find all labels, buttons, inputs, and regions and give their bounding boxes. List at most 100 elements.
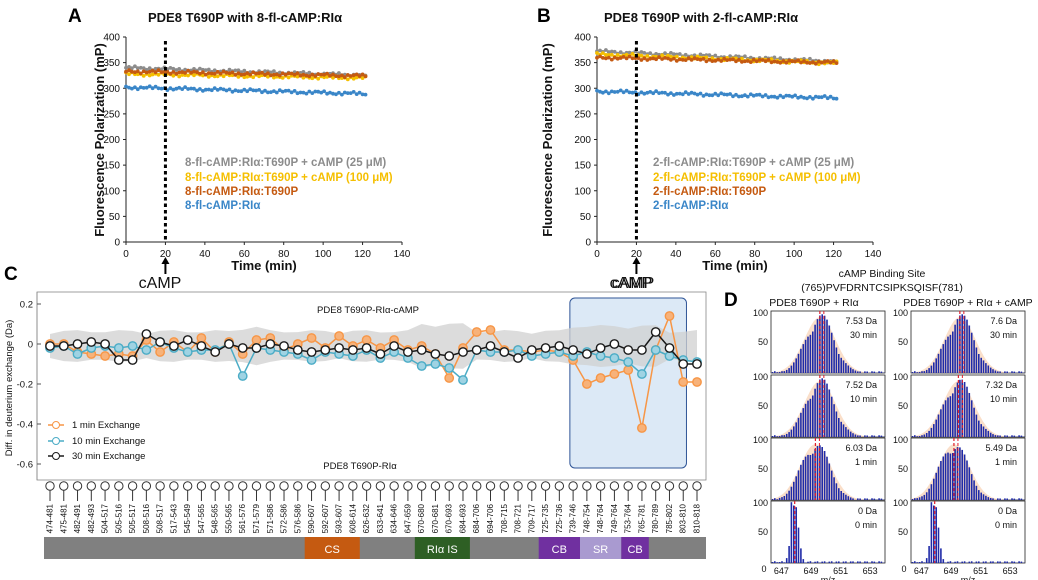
chart-a-ytick-label: 250 xyxy=(103,109,120,120)
peptide-pin-head xyxy=(375,481,386,491)
chart-b-point xyxy=(772,94,777,99)
chart-a-series-3 xyxy=(124,68,368,80)
chart-a-point xyxy=(174,71,179,76)
chart-c-ytick-label: 0 xyxy=(28,340,33,351)
peptide-label: 753-764 xyxy=(624,503,633,533)
chart-a-point xyxy=(183,67,188,72)
chart-a-ytick-label: 0 xyxy=(114,238,120,249)
peptide-pin-head xyxy=(196,481,207,491)
spectra-site-sequence: (765)PVFDRNTCSIPKSQISF(781) xyxy=(801,282,963,294)
chart-c-point xyxy=(444,363,455,373)
chart-b-point xyxy=(612,49,617,54)
legend-c-label-2: 10 min Exchange xyxy=(72,436,145,447)
chart-b-point xyxy=(692,56,697,60)
chart-b-point xyxy=(604,56,608,61)
chart-b-point xyxy=(816,62,821,67)
chart-a-xtick-label: 100 xyxy=(315,249,332,260)
chart-a-point xyxy=(144,70,149,75)
chart-c-bottom-label: PDE8 T690P-RIα xyxy=(323,461,397,472)
fp-chart-a: PDE8 T690P with 8-fl-cAMP:RIα Time (min)… xyxy=(92,10,411,292)
peptide-label: 505-516 xyxy=(114,503,123,533)
peptide-label: 482-493 xyxy=(87,503,96,533)
chart-b-ylabel: Fluorescence Polarization (mP) xyxy=(540,43,555,237)
spectrum-ytick-label: 50 xyxy=(898,337,908,347)
peptide-pin-head xyxy=(114,481,124,491)
isotope-envelope xyxy=(911,317,1025,373)
chart-b-point xyxy=(734,56,738,61)
chart-a-point xyxy=(215,88,220,92)
chart-a-point xyxy=(340,76,344,80)
chart-c-point xyxy=(237,343,248,353)
chart-b-point xyxy=(604,89,608,94)
chart-a-point xyxy=(212,68,217,73)
chart-a-point xyxy=(322,89,326,94)
chart-b-title: PDE8 T690P with 2-fl-cAMP:RIα xyxy=(604,10,798,25)
peptide-label: 505-517 xyxy=(128,503,137,533)
chart-b-point xyxy=(784,60,789,65)
chart-c-point xyxy=(650,345,661,355)
chart-b-point xyxy=(805,60,809,65)
chart-a-ytick-label: 50 xyxy=(109,212,121,223)
peptide-label: 626-632 xyxy=(362,503,371,533)
chart-b-xtick-label: 120 xyxy=(825,249,842,260)
spectrum-ytick-label: 50 xyxy=(898,527,908,537)
chart-a-point xyxy=(269,90,273,94)
chart-a-point xyxy=(209,71,214,76)
chart-a-point xyxy=(174,86,179,91)
peptide-label: 803-810 xyxy=(679,503,688,533)
spectrum-xtick-label: 649 xyxy=(943,566,958,576)
chart-b-point xyxy=(618,88,623,93)
chart-a-point xyxy=(242,72,247,77)
chart-b-point xyxy=(680,58,685,62)
chart-b-point xyxy=(612,55,617,60)
isotope-peaks xyxy=(911,314,1025,373)
chart-a-point xyxy=(301,72,306,77)
spectrum-ytick-label: 100 xyxy=(753,498,768,508)
chart-a-point xyxy=(147,66,152,71)
legend-c-marker-1 xyxy=(52,421,60,429)
chart-b-point xyxy=(651,56,656,61)
chart-b-point xyxy=(799,60,803,65)
chart-a-point xyxy=(189,70,194,75)
chart-b-point xyxy=(787,93,792,98)
chart-b-point xyxy=(642,56,647,61)
chart-b-point xyxy=(660,57,664,61)
chart-a-point xyxy=(159,67,164,72)
chart-b-point xyxy=(657,55,661,59)
chart-c-point xyxy=(127,355,138,365)
chart-c-point xyxy=(141,329,152,339)
peptide-label: 561-576 xyxy=(238,503,247,533)
chart-c-point xyxy=(692,377,702,387)
chart-c-point xyxy=(595,351,606,361)
chart-c-point xyxy=(664,311,675,321)
peptide-pin-head xyxy=(100,481,110,491)
spectrum-ytick-label: 50 xyxy=(898,401,908,411)
peptide-pin-head xyxy=(637,481,647,491)
chart-a-point xyxy=(269,70,273,75)
peptide-label: 670-680 xyxy=(417,503,426,533)
chart-b-point xyxy=(695,92,700,97)
peptide-pin-head xyxy=(595,481,606,491)
domain-1 xyxy=(304,537,360,559)
peptide-pin-head xyxy=(389,481,399,491)
spectrum-column-title-2: PDE8 T690P + RIα + cAMP xyxy=(903,297,1032,309)
chart-c-ylabel: Diff. in deuterium exchange (Da) xyxy=(4,320,15,457)
chart-a-point xyxy=(283,72,288,77)
chart-c-point xyxy=(444,373,455,383)
peptide-pin-head xyxy=(664,481,675,491)
chart-b-point xyxy=(793,59,797,64)
chart-b-point xyxy=(737,57,741,62)
chart-a-point xyxy=(307,70,312,75)
peptide-pin-head xyxy=(499,481,509,491)
chart-b-point xyxy=(663,56,667,60)
chart-c-point xyxy=(292,345,303,355)
domain-label-2: RIα IS xyxy=(427,544,458,556)
chart-a-point xyxy=(135,87,140,92)
peptide-pin-head xyxy=(306,481,317,491)
chart-a-point xyxy=(180,87,185,91)
chart-b-point xyxy=(808,56,812,61)
chart-b-point xyxy=(748,60,753,64)
peptide-pin-head xyxy=(458,481,468,491)
domain-label-5: CB xyxy=(627,544,642,556)
